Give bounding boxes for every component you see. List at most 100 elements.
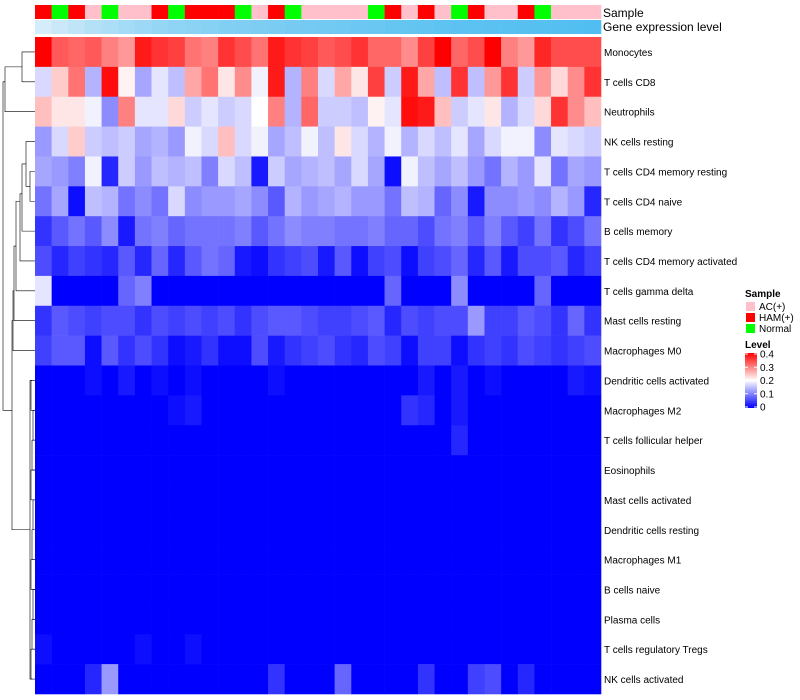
heatmap-cell [151, 275, 169, 307]
heatmap-cell [567, 186, 585, 217]
heatmap-cell [134, 305, 152, 336]
heatmap-cell [434, 365, 452, 396]
heatmap-cell [318, 186, 335, 217]
heatmap-cell [534, 246, 552, 277]
heatmap-cell [501, 186, 519, 217]
heatmap-cell [151, 365, 169, 396]
heatmap-cell [517, 305, 535, 336]
heatmap-cell [567, 126, 585, 157]
heatmap-cell [334, 484, 352, 516]
heatmap-cell [218, 455, 236, 486]
sample-annotation-cell [534, 5, 552, 19]
heatmap-cell [251, 395, 269, 426]
sample-annotation-cell [134, 5, 152, 19]
heatmap-cell [484, 66, 502, 98]
heatmap-cell [118, 514, 136, 545]
heatmap-cell [401, 604, 419, 635]
heatmap-cell [234, 365, 252, 396]
heatmap-cell [118, 365, 136, 396]
heatmap-cell [484, 365, 502, 396]
heatmap-cell [218, 544, 236, 575]
heatmap-cell [118, 335, 136, 366]
heatmap-cell [234, 484, 252, 516]
heatmap-cell [451, 96, 469, 127]
heatmap-cell [484, 634, 502, 665]
heatmap-cell [234, 186, 252, 217]
heatmap-cell [401, 66, 419, 98]
heatmap-cells [35, 37, 602, 695]
heatmap-cell [401, 96, 419, 127]
heatmap-cell [35, 186, 52, 217]
heatmap-cell [168, 365, 186, 396]
heatmap-cell [384, 126, 402, 157]
row-label: T cells CD4 memory activated [604, 257, 737, 268]
heatmap-cell [551, 96, 569, 127]
heatmap-cell [484, 335, 502, 366]
heatmap-cell [584, 246, 602, 277]
heatmap-cell [134, 335, 152, 366]
heatmap-cell [184, 186, 202, 217]
heatmap-cell [351, 156, 369, 187]
heatmap-cell [168, 126, 186, 157]
heatmap-cell [551, 634, 569, 665]
heatmap-cell [251, 126, 269, 157]
heatmap-cell [268, 604, 286, 635]
heatmap-cell [201, 216, 219, 247]
heatmap-cell [434, 275, 452, 307]
heatmap-cell [434, 96, 452, 127]
gene-expression-cell [84, 20, 102, 34]
heatmap-cell [384, 664, 402, 695]
heatmap-cell [51, 66, 69, 98]
heatmap-cell [584, 37, 602, 68]
heatmap-cell [334, 216, 352, 247]
heatmap-cell [301, 335, 319, 366]
heatmap-cell [551, 275, 569, 307]
heatmap-cell [517, 544, 535, 575]
heatmap-cell [168, 66, 186, 98]
heatmap-cell [351, 634, 369, 665]
dendrogram-branch [31, 619, 35, 650]
heatmap-cell [51, 425, 69, 456]
heatmap-cell [384, 574, 402, 605]
heatmap-cell [534, 634, 552, 665]
gene-expression-cell [417, 20, 435, 34]
dendrogram-branch [31, 529, 35, 560]
heatmap-cell [35, 66, 52, 98]
heatmap-cell [218, 66, 236, 98]
heatmap-cell [417, 574, 435, 605]
heatmap-cell [301, 275, 319, 307]
gene-expression-cell [534, 20, 552, 34]
heatmap-cell [268, 484, 286, 516]
heatmap-cell [451, 37, 469, 68]
heatmap-cell [451, 574, 469, 605]
gene-expression-cell [467, 20, 485, 34]
heatmap-cell [234, 126, 252, 157]
legend-tick-label: 0.4 [760, 350, 774, 361]
heatmap-cell [517, 514, 535, 545]
heatmap-cell [201, 574, 219, 605]
heatmap-cell [301, 96, 319, 127]
heatmap-cell [134, 664, 152, 695]
heatmap-cell [318, 514, 335, 545]
heatmap-cell [534, 395, 552, 426]
gene-expression-cell [151, 20, 169, 34]
legend-entry-label: Normal [759, 324, 791, 335]
heatmap-cell [284, 365, 302, 396]
sample-annotation-cell [384, 5, 402, 19]
heatmap-cell [351, 514, 369, 545]
heatmap-cell [417, 365, 435, 396]
heatmap-cell [534, 365, 552, 396]
heatmap-cell [301, 126, 319, 157]
row-label: B cells memory [604, 227, 672, 238]
heatmap-cell [467, 216, 485, 247]
heatmap-cell [201, 335, 219, 366]
heatmap-cell [384, 514, 402, 545]
heatmap-cell [501, 246, 519, 277]
heatmap-cell [367, 395, 385, 426]
heatmap-cell [551, 455, 569, 486]
legend-tick-label: 0.2 [760, 376, 774, 387]
heatmap-cell [268, 156, 286, 187]
heatmap-cell [51, 395, 69, 426]
heatmap-cell [301, 37, 319, 68]
heatmap-cell [451, 455, 469, 486]
